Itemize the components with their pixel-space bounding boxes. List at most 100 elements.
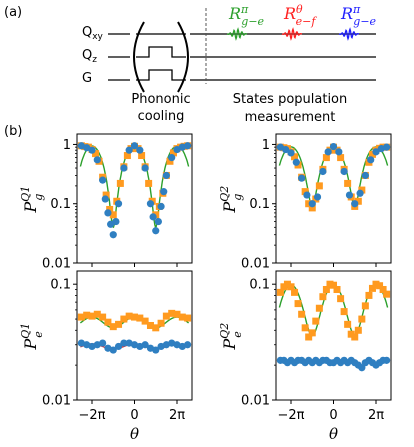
data-point-circle xyxy=(114,342,123,351)
line-label-qz: Qz xyxy=(82,48,97,65)
data-point-square xyxy=(291,288,299,296)
svg-text:G: G xyxy=(82,71,92,86)
data-point-square xyxy=(322,285,330,293)
data-point-square xyxy=(102,191,110,199)
data-point-circle xyxy=(130,142,139,150)
y-tick-label: 0.01 xyxy=(42,394,71,409)
left-paren xyxy=(133,21,145,93)
y-axis-label: PQ1g xyxy=(19,186,45,214)
y-tick-label: 0.1 xyxy=(249,197,270,212)
data-point-square xyxy=(344,179,352,187)
data-point-circle xyxy=(367,156,375,164)
data-point-circle xyxy=(120,164,128,172)
x-axis-label: θ xyxy=(329,425,338,443)
data-point-circle xyxy=(149,213,157,221)
data-point-square xyxy=(99,313,107,321)
stage1-label-line2: cooling xyxy=(138,109,185,124)
data-point-square xyxy=(330,281,337,289)
data-point-square xyxy=(354,326,362,334)
data-point-square xyxy=(120,315,128,323)
plots-area: 1 0.1 0.01 PQ1g 1 0.1 0.01 PQ2g 0.1 0.01 −2π 0 2π θ PQ… xyxy=(19,133,392,443)
y-axis-label: PQ2e xyxy=(218,323,244,351)
data-point-square xyxy=(301,188,309,196)
x-tick-label: 2π xyxy=(368,408,384,423)
pulse-wave-1 xyxy=(226,27,248,41)
data-point-circle xyxy=(184,142,192,150)
y-tick-label: 0.01 xyxy=(241,257,270,272)
data-point-square xyxy=(280,283,288,291)
x-axis-label: θ xyxy=(130,425,139,443)
data-point-square xyxy=(131,313,138,321)
data-point-circle xyxy=(303,191,311,199)
data-point-square xyxy=(365,291,373,299)
plot-pg1: 1 0.1 0.01 PQ1g xyxy=(19,133,193,272)
data-point-square xyxy=(93,310,101,318)
data-point-square xyxy=(104,318,112,326)
data-point-square xyxy=(106,205,114,213)
line-label-g: G xyxy=(82,71,92,86)
data-point-square xyxy=(162,312,170,320)
data-point-square xyxy=(136,314,144,322)
data-point-circle xyxy=(282,145,290,154)
data-point-circle xyxy=(101,195,109,203)
pulse-wave-3 xyxy=(338,27,360,41)
data-point-circle xyxy=(154,217,162,226)
data-point-circle xyxy=(356,189,364,197)
plot-pe1: 0.1 0.01 −2π 0 2π θ PQ1e xyxy=(19,270,193,443)
data-point-square xyxy=(319,293,327,301)
data-point-square xyxy=(92,150,100,158)
svg-text:PQ1e: PQ1e xyxy=(19,323,45,351)
data-point-square xyxy=(146,321,154,329)
data-point-circle xyxy=(383,356,391,364)
stage1-label-line1: Phononic xyxy=(131,92,190,107)
data-point-circle xyxy=(358,364,366,372)
data-point-square xyxy=(168,309,176,317)
data-point-circle xyxy=(298,174,306,182)
data-point-square xyxy=(354,197,362,205)
data-point-circle xyxy=(287,149,295,157)
data-point-circle xyxy=(324,148,332,156)
right-paren xyxy=(177,21,189,93)
data-point-square xyxy=(115,320,123,328)
x-tick-label: −2π xyxy=(277,408,304,423)
data-point-square xyxy=(287,283,295,291)
svg-text:PQ2g: PQ2g xyxy=(218,186,244,214)
panel-b-label: (b) xyxy=(4,124,22,139)
y-axis-label: PQ1e xyxy=(19,323,45,351)
data-point-circle xyxy=(109,231,117,239)
data-point-square xyxy=(83,311,91,319)
data-point-circle xyxy=(83,144,91,152)
data-point-square xyxy=(333,285,341,293)
data-point-square xyxy=(361,302,369,310)
data-point-circle xyxy=(120,339,128,347)
data-point-square xyxy=(347,330,355,338)
data-point-circle xyxy=(340,167,348,176)
data-point-circle xyxy=(93,156,101,164)
pulse-label-2: Rθ e−f xyxy=(283,3,317,28)
y-tick-label: 0.01 xyxy=(42,257,71,272)
data-point-square xyxy=(315,304,323,312)
data-point-circle xyxy=(345,191,354,199)
x-tick-label: 2π xyxy=(169,408,185,423)
data-point-circle xyxy=(141,341,149,349)
data-point-circle xyxy=(114,200,123,208)
qz-flux-pulse xyxy=(136,46,186,58)
data-point-circle xyxy=(88,146,96,154)
data-point-circle xyxy=(308,200,316,208)
data-point-square xyxy=(152,324,160,332)
data-point-circle xyxy=(162,171,170,180)
data-point-circle xyxy=(157,202,165,211)
data-point-circle xyxy=(361,171,369,180)
data-point-circle xyxy=(313,193,322,201)
plot-frame xyxy=(76,270,193,401)
y-tick-label: 0.1 xyxy=(50,197,71,212)
data-point-square xyxy=(138,152,146,160)
data-point-square xyxy=(383,290,391,298)
data-point-circle xyxy=(168,153,176,162)
data-point-circle xyxy=(372,148,380,156)
data-point-circle xyxy=(184,341,192,349)
data-point-square xyxy=(109,211,117,219)
data-point-square xyxy=(308,204,316,212)
data-point-circle xyxy=(125,146,133,154)
